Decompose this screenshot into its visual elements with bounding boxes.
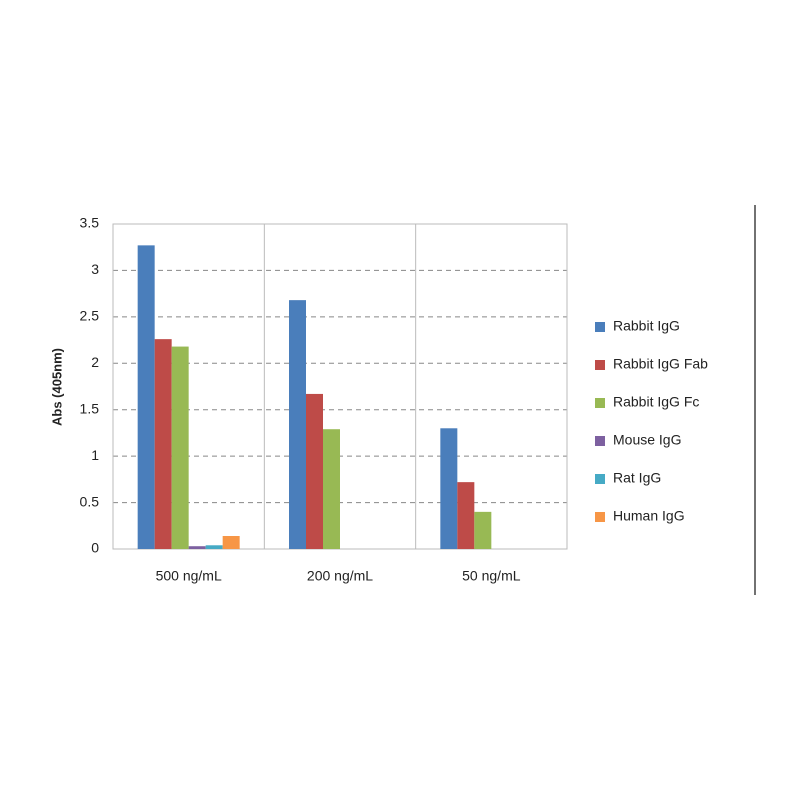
y-axis-label: Abs (405nm) [49,348,64,426]
y-tick-label: 0 [91,540,99,556]
legend-label: Mouse IgG [613,432,681,448]
bar [474,511,492,549]
bar [457,482,475,549]
y-tick-label: 0.5 [80,493,100,509]
bar [154,339,172,549]
bar [188,546,206,549]
bar [440,428,458,549]
bar [171,346,189,549]
y-tick-label: 1 [91,447,99,463]
x-tick-label: 50 ng/mL [462,568,521,584]
bar [289,300,306,549]
x-tick-label: 500 ng/mL [156,568,222,584]
y-tick-label: 2 [91,354,99,370]
y-tick-label: 1.5 [80,400,100,416]
legend-label: Rabbit IgG Fc [613,394,699,410]
bar [323,429,340,549]
legend-swatch [595,360,605,370]
bar [222,536,240,549]
legend-label: Human IgG [613,508,685,524]
legend-swatch [595,322,605,332]
bar [137,245,155,549]
legend-swatch [595,398,605,408]
legend-label: Rat IgG [613,470,661,486]
legend-swatch [595,512,605,522]
legend-swatch [595,436,605,446]
legend-label: Rabbit IgG Fab [613,356,708,372]
x-tick-label: 200 ng/mL [307,568,373,584]
bar [306,393,323,549]
y-tick-label: 3.5 [80,215,100,231]
y-tick-label: 2.5 [80,308,100,324]
y-tick-label: 3 [91,261,99,277]
bar [205,545,223,549]
legend-label: Rabbit IgG [613,318,680,334]
legend-swatch [595,474,605,484]
